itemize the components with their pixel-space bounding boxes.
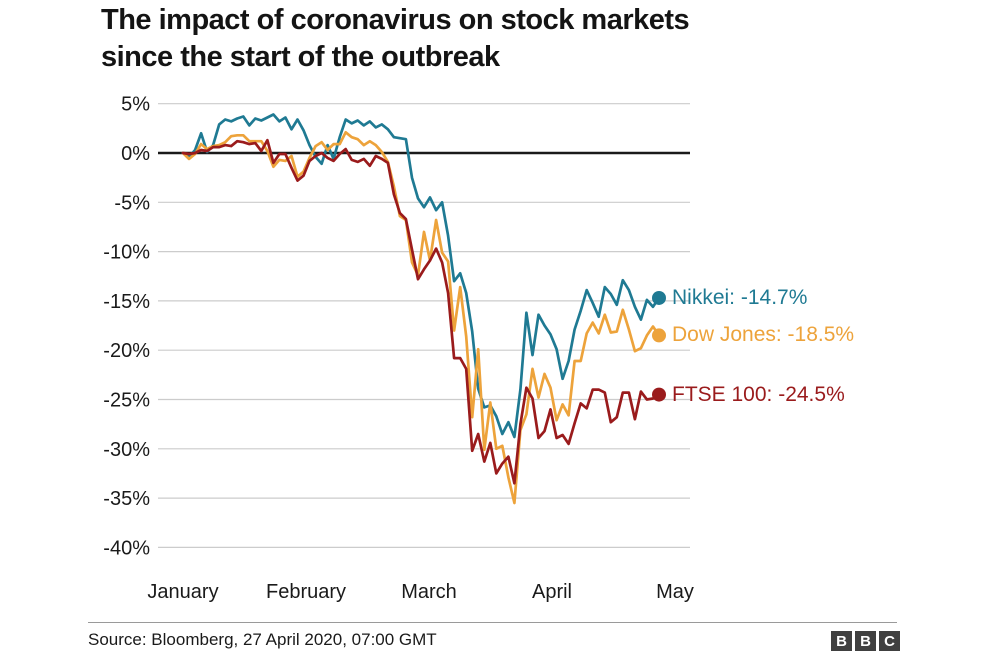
bbc-logo-block: C [879,631,900,651]
y-tick-label: -15% [103,291,150,313]
source-text: Source: Bloomberg, 27 April 2020, 07:00 … [88,630,437,649]
legend-label-ftse-100: FTSE 100: -24.5% [672,383,845,406]
bbc-logo: B B C [831,631,900,651]
y-tick-label: -5% [114,192,150,214]
series-lines [181,113,666,505]
series-endpoint-nikkei [652,290,666,305]
title-line-2: since the start of the outbreak [101,41,500,73]
series-line-dow-jones [181,130,661,505]
x-axis-label-april: April [532,581,572,603]
bbc-logo-block: B [855,631,876,651]
series-endpoint-dow-jones [652,328,666,343]
legend-label-nikkei: Nikkei: -14.7% [672,286,808,309]
x-axis-label-march: March [401,581,457,603]
y-tick-label: -35% [103,488,150,510]
chart-title: The impact of coronavirus on stock marke… [101,2,901,76]
series-line-nikkei [181,113,661,439]
series-line-ftse-100 [181,138,661,485]
y-tick-label: -40% [103,537,150,559]
title-line-1: The impact of coronavirus on stock marke… [101,4,690,36]
legend-label-dow-jones: Dow Jones: -18.5% [672,323,855,346]
y-tick-label: -10% [103,242,150,264]
x-axis-label-february: February [266,581,346,603]
y-axis: 5% 0% -5% -10% -15% -20% -25% -30% -35% -40% [103,94,150,560]
x-axis-label-january: January [147,581,218,603]
y-tick-label: -30% [103,439,150,461]
y-tick-label: 5% [121,94,150,116]
footer-divider [88,622,897,623]
gridlines [158,103,690,549]
x-axis-label-may: May [656,581,694,603]
y-tick-label: -20% [103,340,150,362]
y-tick-label: 0% [121,143,150,165]
y-tick-label: -25% [103,390,150,412]
x-axis: January February March April May [147,581,693,603]
series-endpoint-ftse-100 [652,387,666,402]
bbc-logo-block: B [831,631,852,651]
line-chart: 5% 0% -5% -10% -15% -20% -25% -30% -35% -40% Janu… [103,94,694,603]
